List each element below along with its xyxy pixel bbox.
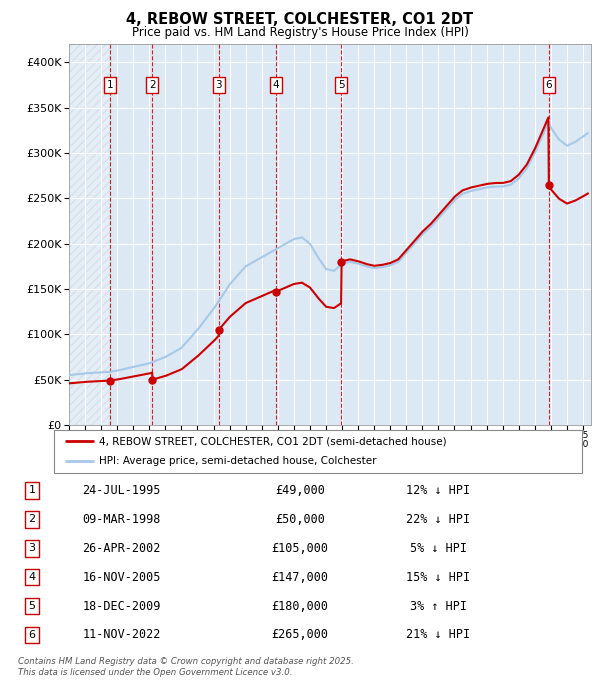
Text: 2: 2 — [29, 514, 36, 524]
Text: £265,000: £265,000 — [271, 628, 329, 641]
Text: £147,000: £147,000 — [271, 571, 329, 583]
Text: 11-NOV-2022: 11-NOV-2022 — [82, 628, 161, 641]
Text: 5: 5 — [29, 601, 35, 611]
Text: 2: 2 — [149, 80, 155, 90]
Text: 09-MAR-1998: 09-MAR-1998 — [82, 513, 161, 526]
Text: 15% ↓ HPI: 15% ↓ HPI — [406, 571, 470, 583]
Text: 12% ↓ HPI: 12% ↓ HPI — [406, 484, 470, 497]
Text: Price paid vs. HM Land Registry's House Price Index (HPI): Price paid vs. HM Land Registry's House … — [131, 26, 469, 39]
Text: HPI: Average price, semi-detached house, Colchester: HPI: Average price, semi-detached house,… — [99, 456, 376, 466]
Text: 24-JUL-1995: 24-JUL-1995 — [82, 484, 161, 497]
Text: 21% ↓ HPI: 21% ↓ HPI — [406, 628, 470, 641]
Text: 22% ↓ HPI: 22% ↓ HPI — [406, 513, 470, 526]
Text: 4: 4 — [272, 80, 279, 90]
Text: 3: 3 — [29, 543, 35, 554]
Text: 5% ↓ HPI: 5% ↓ HPI — [410, 542, 467, 555]
Text: 3: 3 — [215, 80, 222, 90]
Text: 3% ↑ HPI: 3% ↑ HPI — [410, 600, 467, 613]
Text: 4: 4 — [29, 572, 36, 582]
Text: Contains HM Land Registry data © Crown copyright and database right 2025.
This d: Contains HM Land Registry data © Crown c… — [18, 657, 354, 677]
Text: £180,000: £180,000 — [271, 600, 329, 613]
FancyBboxPatch shape — [54, 430, 582, 473]
Text: 5: 5 — [338, 80, 345, 90]
Text: 6: 6 — [545, 80, 552, 90]
Text: 16-NOV-2005: 16-NOV-2005 — [82, 571, 161, 583]
Bar — [69, 44, 110, 425]
Text: 4, REBOW STREET, COLCHESTER, CO1 2DT: 4, REBOW STREET, COLCHESTER, CO1 2DT — [127, 12, 473, 27]
Text: £50,000: £50,000 — [275, 513, 325, 526]
Text: 18-DEC-2009: 18-DEC-2009 — [82, 600, 161, 613]
Text: £105,000: £105,000 — [271, 542, 329, 555]
Text: 1: 1 — [107, 80, 113, 90]
Text: 6: 6 — [29, 630, 35, 640]
Text: 1: 1 — [29, 486, 35, 496]
Text: 26-APR-2002: 26-APR-2002 — [82, 542, 161, 555]
Text: 4, REBOW STREET, COLCHESTER, CO1 2DT (semi-detached house): 4, REBOW STREET, COLCHESTER, CO1 2DT (se… — [99, 437, 446, 446]
Text: £49,000: £49,000 — [275, 484, 325, 497]
